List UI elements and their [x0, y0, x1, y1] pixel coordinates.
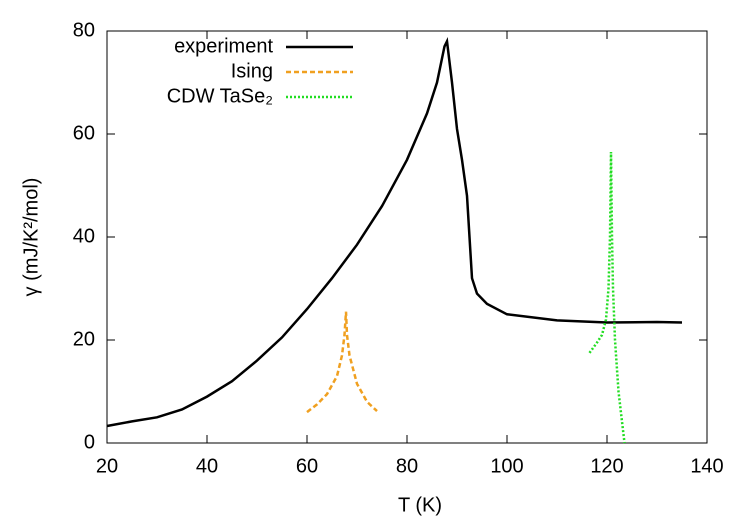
y-axis-label: γ (mJ/K²/mol)	[20, 178, 42, 297]
data-line	[588, 151, 626, 444]
y-tick-label: 20	[73, 328, 95, 350]
legend-label: experiment	[174, 35, 273, 57]
x-tick-label: 80	[396, 455, 418, 477]
legend-label: Ising	[231, 60, 273, 82]
y-tick-label: 80	[73, 19, 95, 41]
x-axis-label: T (K)	[398, 494, 442, 516]
y-tick-label: 40	[73, 225, 95, 247]
x-tick-label: 40	[196, 455, 218, 477]
y-tick-label: 60	[73, 122, 95, 144]
data-line	[306, 311, 378, 414]
x-tick-label: 20	[96, 455, 118, 477]
x-tick-label: 120	[590, 455, 623, 477]
x-tick-label: 140	[690, 455, 723, 477]
x-tick-label: 60	[296, 455, 318, 477]
legend-label: CDW TaSe₂	[167, 85, 273, 107]
y-tick-label: 0	[84, 431, 95, 453]
data-line	[106, 36, 683, 428]
x-tick-label: 100	[490, 455, 523, 477]
